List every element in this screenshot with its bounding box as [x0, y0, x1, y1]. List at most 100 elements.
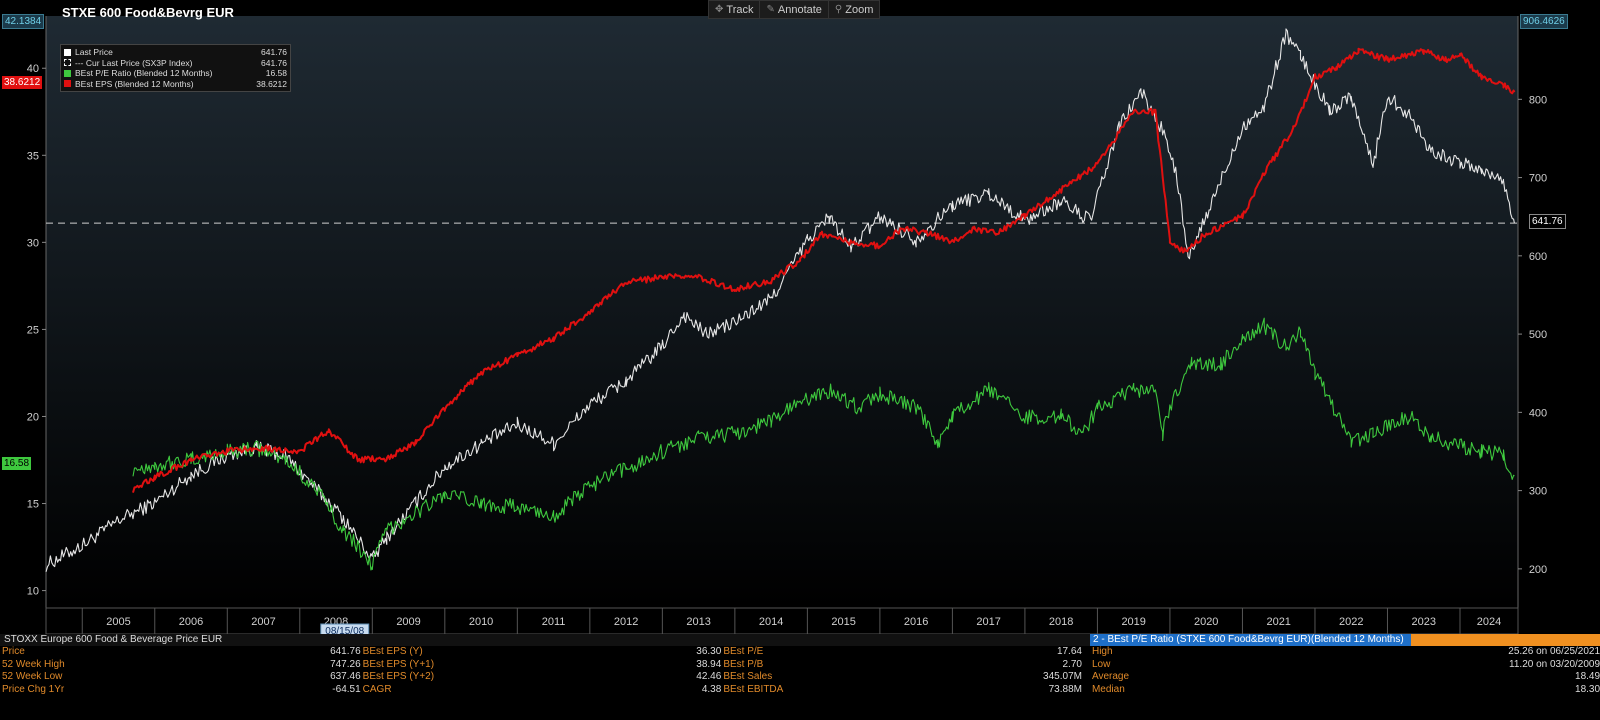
right-tick-label: 500 [1529, 329, 1547, 341]
footer-field-value: 747.26 [330, 658, 361, 670]
footer-row: 52 Week High 747.26 BEst EPS (Y+1) 38.94 BEs… [0, 659, 1600, 672]
footer-field-value: 42.46 [696, 671, 722, 682]
legend-item-last-price[interactable]: Last Price 641.76 [64, 47, 287, 58]
x-tick-label: 2007 [251, 616, 275, 628]
zoom-button[interactable]: ⚲ Zoom [829, 1, 879, 18]
left-axis-eps-tag: 38.6212 [2, 76, 43, 89]
footer-field-value: 17.64 [1056, 646, 1082, 657]
left-axis-top-tag: 42.1384 [2, 14, 45, 29]
footer-field-value: 18.30 [1575, 683, 1600, 695]
footer-field-label: Median [1091, 683, 1125, 695]
left-axis-pe-tag: 16.58 [2, 457, 32, 470]
plot-background [46, 16, 1518, 608]
left-tick-label: 20 [27, 411, 39, 423]
legend-swatch [64, 48, 71, 56]
series-line-best-eps-blended-12-months [132, 47, 1516, 493]
x-tick-label: 2009 [396, 616, 420, 628]
legend-label: --- Cur Last Price (SX3P Index) [75, 57, 193, 68]
track-button[interactable]: ✥ Track [709, 1, 761, 18]
footer-row: Price Chg 1Yr -64.51 CAGR 4.38 BEst EBITDA 73… [0, 684, 1600, 697]
x-tick-label: 2014 [759, 616, 783, 628]
x-tick-label: 2005 [106, 616, 130, 628]
footer-field-label: Low [1091, 658, 1111, 670]
x-tick-label: 2012 [614, 616, 638, 628]
legend-swatch [64, 80, 71, 88]
legend-swatch [64, 69, 71, 77]
footer-row: Price 641.76 BEst EPS (Y) 36.30 BEst P/E 17.6… [0, 646, 1600, 659]
right-tick-label: 700 [1529, 173, 1547, 185]
left-tick-label: 25 [27, 324, 39, 336]
series-line-last-price [45, 28, 1515, 573]
right-tick-label: 600 [1529, 251, 1547, 263]
footer-field-label: Average [1091, 671, 1130, 682]
footer-field-value: 18.49 [1575, 671, 1600, 682]
footer-field-value: 345.07M [1043, 671, 1082, 682]
footer-field-label: Price Chg 1Yr [2, 683, 65, 695]
x-tick-label: 2006 [179, 616, 203, 628]
footer-field-value: 25.26 on 06/25/2021 [1508, 646, 1600, 657]
x-tick-label: 2015 [831, 616, 855, 628]
pencil-icon: ✎ [766, 4, 775, 15]
footer-field-value: -64.51 [332, 683, 361, 695]
footer-field-value: 2.70 [1062, 658, 1082, 670]
annotate-button[interactable]: ✎ Annotate [760, 1, 829, 18]
right-tick-label: 800 [1529, 94, 1547, 106]
footer-field-value: 637.46 [330, 671, 361, 682]
legend-label: BEst P/E Ratio (Blended 12 Months) [75, 68, 213, 79]
left-tick-label: 15 [27, 499, 39, 511]
legend-item-cur-last-price[interactable]: --- Cur Last Price (SX3P Index) 641.76 [64, 58, 287, 69]
x-tick-label: 2021 [1266, 616, 1290, 628]
left-tick-label: 10 [27, 586, 39, 598]
footer-field-value: 4.38 [701, 683, 722, 695]
footer-field-label: BEst EBITDA [723, 683, 784, 695]
legend-item-pe-ratio[interactable]: BEst P/E Ratio (Blended 12 Months) 16.58 [64, 68, 287, 79]
zoom-label: Zoom [845, 3, 874, 16]
magnifier-icon: ⚲ [834, 4, 843, 15]
x-tick-label: 2022 [1339, 616, 1363, 628]
footer-field-label: BEst Sales [723, 671, 773, 682]
x-tick-label: 2024 [1477, 616, 1501, 628]
footer-field-label: CAGR [362, 683, 392, 695]
right-tick-label: 400 [1529, 407, 1547, 419]
chart-title: STXE 600 Food&Bevrg EUR [62, 5, 234, 20]
right-axis-last-price-tag: 641.76 [1529, 214, 1566, 229]
legend-value: 16.58 [265, 68, 287, 79]
legend-label: BEst EPS (Blended 12 Months) [75, 78, 194, 89]
footer-field-label: BEst EPS (Y+2) [362, 671, 435, 682]
footer-stats-title[interactable]: 2 - BEst P/E Ratio (STXE 600 Food&Bevrg … [1090, 634, 1411, 646]
footer-field-value: 38.94 [696, 658, 722, 670]
footer-field-label: BEst EPS (Y+1) [362, 658, 435, 670]
footer-panel: STOXX Europe 600 Food & Beverage Price E… [0, 634, 1600, 720]
crosshair-icon: ✥ [715, 4, 724, 15]
series-line-best-p-e-ratio-blended-12-months [132, 317, 1515, 571]
left-tick-label: 30 [27, 237, 39, 249]
footer-field-value: 36.30 [696, 646, 722, 657]
right-axis-top-tag: 906.4626 [1520, 14, 1568, 29]
footer-stats-bar [1411, 634, 1600, 646]
footer-field-label: Price [2, 646, 25, 657]
chart-legend[interactable]: Last Price 641.76 --- Cur Last Price (SX3… [60, 44, 291, 92]
footer-field-label: BEst EPS (Y) [362, 646, 423, 657]
chart-toolbar: ✥ Track ✎ Annotate ⚲ Zoom [708, 0, 881, 19]
x-axis-band [45, 607, 1519, 635]
footer-field-label: High [1091, 646, 1113, 657]
footer-security-title: STOXX Europe 600 Food & Beverage Price E… [0, 634, 1090, 646]
footer-field-value: 11.20 on 03/20/2009 [1509, 658, 1600, 670]
legend-item-eps[interactable]: BEst EPS (Blended 12 Months) 38.6212 [64, 79, 287, 90]
x-tick-label: 2018 [1049, 616, 1073, 628]
right-tick-label: 200 [1529, 564, 1547, 576]
legend-swatch [64, 59, 71, 67]
x-tick-label: 2017 [976, 616, 1000, 628]
footer-field-value: 73.88M [1048, 683, 1082, 695]
x-tick-label: 2010 [469, 616, 493, 628]
footer-field-label: 52 Week Low [2, 671, 63, 682]
footer-field-label: 52 Week High [2, 658, 65, 670]
legend-value: 641.76 [261, 47, 287, 58]
left-tick-label: 35 [27, 150, 39, 162]
legend-label: Last Price [75, 47, 113, 58]
annotate-label: Annotate [777, 3, 822, 16]
footer-row: 52 Week Low 637.46 BEst EPS (Y+2) 42.46 BEst… [0, 671, 1600, 684]
track-label: Track [726, 3, 754, 16]
x-cursor-label: 08/15/08 [325, 626, 364, 637]
